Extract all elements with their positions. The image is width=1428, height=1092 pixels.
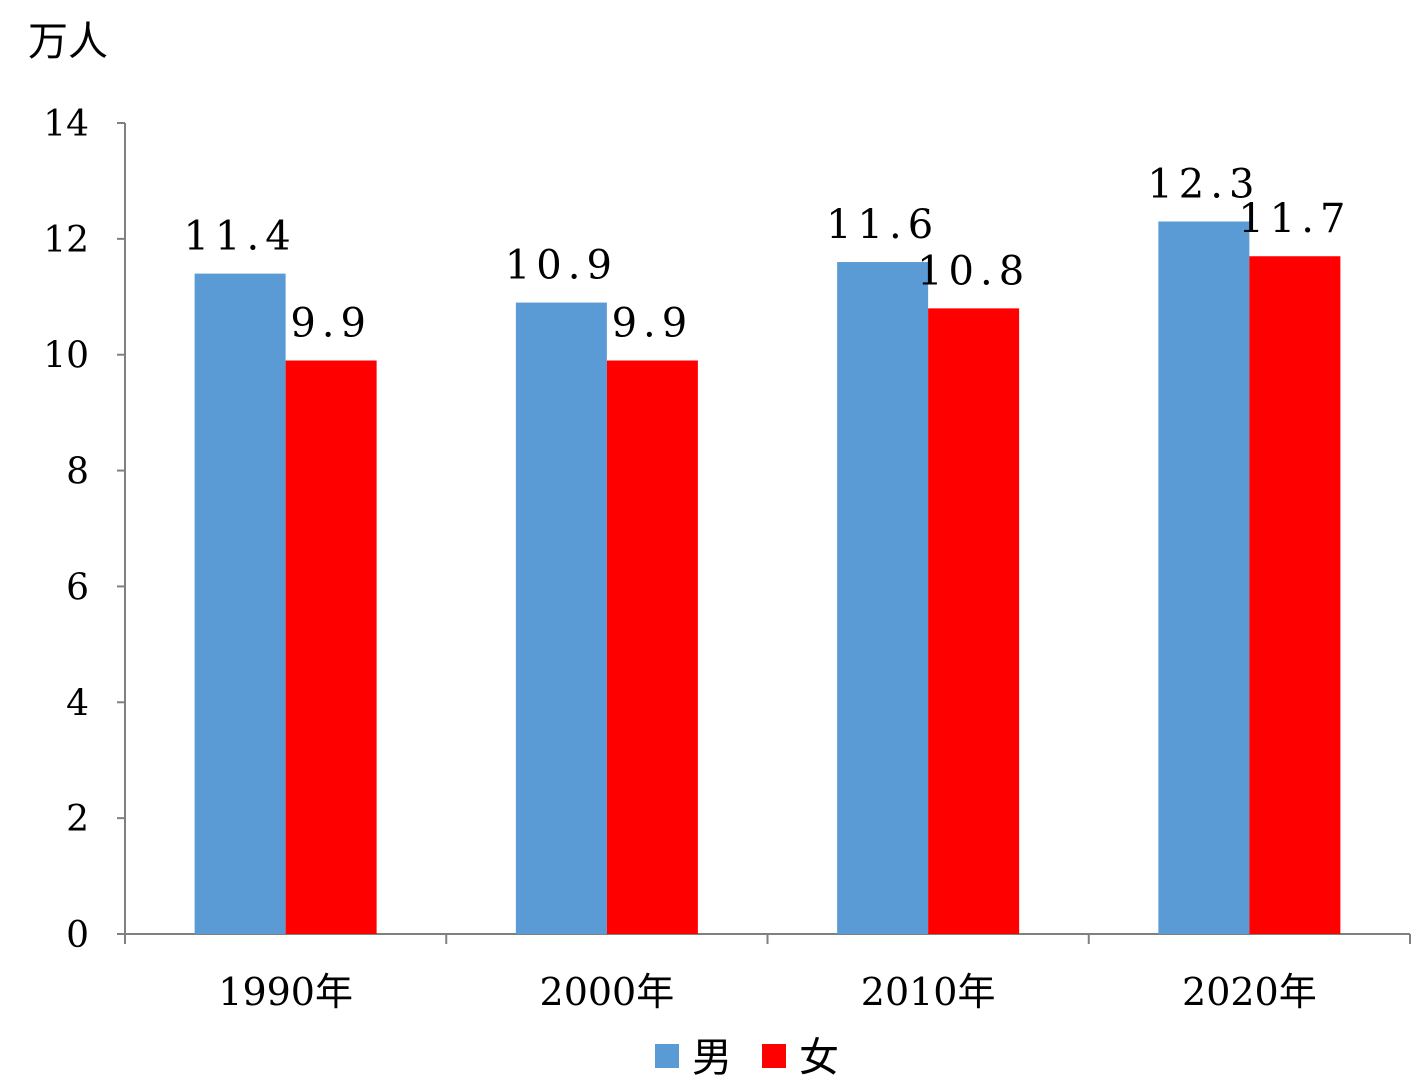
data-label: 9.9 bbox=[612, 301, 694, 347]
y-tick-label: 12 bbox=[43, 220, 89, 261]
y-axis-ticks: 0 2 4 6 8 10 12 14 bbox=[43, 104, 125, 956]
y-tick-label: 6 bbox=[66, 567, 89, 608]
legend-label: 女 bbox=[799, 1035, 839, 1081]
data-labels: 11.4 10.9 11.6 12.3 9.9 9.9 10.8 11.7 bbox=[184, 161, 1351, 347]
bar-female bbox=[285, 360, 377, 934]
legend-label: 男 bbox=[692, 1035, 732, 1081]
data-label: 10.8 bbox=[917, 248, 1030, 294]
data-label: 11.6 bbox=[826, 202, 939, 248]
data-label: 9.9 bbox=[290, 301, 372, 347]
bar-male bbox=[194, 273, 286, 935]
x-axis-ticks: 1990年 2000年 2010年 2020年 bbox=[124, 934, 1411, 1014]
data-label: 10.9 bbox=[505, 243, 618, 289]
data-label: 11.4 bbox=[184, 214, 297, 260]
x-category-label: 1990年 bbox=[218, 970, 353, 1014]
bars bbox=[194, 221, 1341, 935]
y-tick-label: 0 bbox=[66, 915, 89, 956]
y-tick-label: 10 bbox=[43, 336, 89, 377]
x-category-label: 2010年 bbox=[861, 970, 996, 1014]
y-tick-label: 2 bbox=[66, 799, 89, 840]
bar-female bbox=[1249, 256, 1341, 934]
bar-female bbox=[606, 360, 698, 934]
x-category-label: 2000年 bbox=[540, 970, 675, 1014]
bar-male bbox=[1158, 221, 1250, 934]
data-label: 11.7 bbox=[1238, 196, 1351, 242]
x-category-label: 2020年 bbox=[1182, 970, 1317, 1014]
legend-swatch bbox=[762, 1044, 786, 1068]
y-tick-label: 4 bbox=[66, 683, 89, 724]
y-tick-label: 14 bbox=[43, 104, 89, 145]
bar-male bbox=[837, 262, 929, 934]
data-label: 12.3 bbox=[1147, 161, 1260, 207]
y-tick-label: 8 bbox=[66, 452, 89, 493]
y-axis-unit-label: 万人 bbox=[28, 19, 108, 65]
bar-female bbox=[928, 308, 1020, 934]
bar-male bbox=[515, 302, 607, 934]
legend: 男女 bbox=[655, 1035, 839, 1081]
legend-swatch bbox=[655, 1044, 679, 1068]
